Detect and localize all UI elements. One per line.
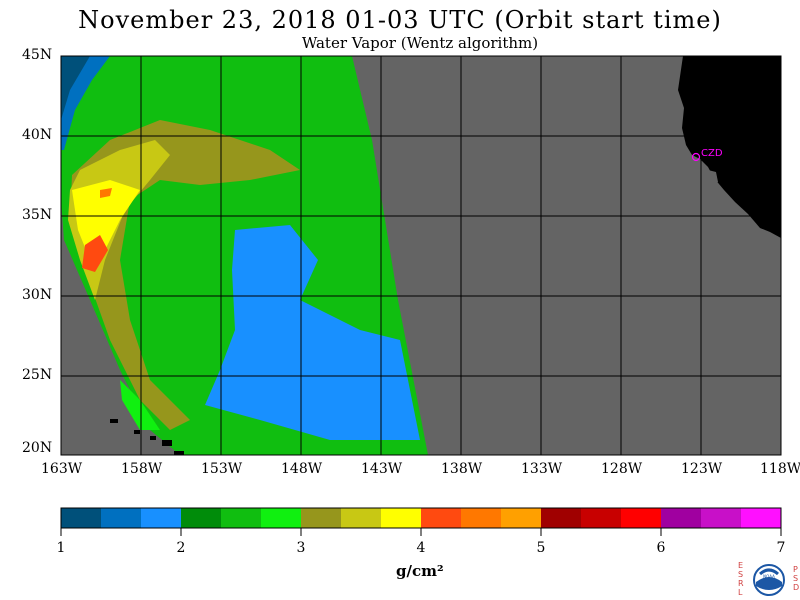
swath-south-green — [120, 380, 160, 430]
colorbar-cell — [461, 508, 502, 528]
longitude-label: 123W — [681, 461, 723, 477]
colorbar-cell — [381, 508, 422, 528]
colorbar-cell — [101, 508, 142, 528]
colorbar-tick-label: 3 — [296, 540, 306, 556]
longitude-label: 143W — [361, 461, 403, 477]
grid-lines — [61, 56, 781, 455]
logo-letter: S — [793, 574, 799, 583]
latitude-label: 20N — [22, 440, 53, 456]
latitude-label: 45N — [22, 47, 53, 63]
longitude-label: 153W — [201, 461, 243, 477]
latitude-label: 40N — [22, 127, 53, 143]
land-detail — [708, 170, 718, 184]
colorbar-cell — [501, 508, 542, 528]
colorbar-cell — [581, 508, 622, 528]
longitude-label: 128W — [601, 461, 643, 477]
map-frame — [60, 55, 782, 456]
latitude-label: 35N — [22, 207, 53, 223]
colorbar-tick-label: 2 — [176, 540, 186, 556]
swath-wettest-band — [72, 180, 140, 260]
latitude-label: 30N — [22, 287, 53, 303]
colorbar-tick-label: 6 — [656, 540, 666, 556]
colorbar-tick-label: 1 — [56, 540, 66, 556]
swath-low-area — [205, 225, 420, 440]
page-title: November 23, 2018 01-03 UTC (Orbit start… — [78, 6, 722, 34]
longitude-label: 133W — [521, 461, 563, 477]
colorbar-cell — [341, 508, 382, 528]
logo-letter: E — [738, 561, 744, 570]
logo-text: NOAA — [763, 574, 775, 579]
longitude-label: 118W — [760, 461, 800, 477]
colorbar-cell — [701, 508, 742, 528]
longitude-label: 158W — [121, 461, 163, 477]
colorbar-cell — [661, 508, 702, 528]
land-mass — [678, 56, 781, 238]
colorbar-cell — [621, 508, 662, 528]
logo-letter: R — [738, 579, 744, 588]
colorbar-cell — [261, 508, 302, 528]
islands — [110, 419, 184, 455]
longitude-label: 163W — [41, 461, 83, 477]
colorbar-cell — [541, 508, 582, 528]
colorbar-cell — [61, 508, 102, 528]
logo-letter: S — [738, 570, 744, 579]
colorbar-tick-label: 7 — [776, 540, 786, 556]
station-label: CZD — [701, 148, 723, 159]
colorbar-cell — [741, 508, 782, 528]
colorbar-unit: g/cm² — [396, 562, 444, 580]
longitude-label: 148W — [281, 461, 323, 477]
station-marker: CZD — [691, 148, 723, 162]
logo-letter: L — [738, 588, 743, 597]
colorbar-cell — [421, 508, 462, 528]
colorbar-cell — [181, 508, 222, 528]
swath-driest — [61, 56, 90, 120]
colorbar-cell — [301, 508, 342, 528]
logo-letter: D — [793, 583, 800, 592]
colorbar-cell — [141, 508, 182, 528]
longitude-label: 138W — [441, 461, 483, 477]
colorbar-tick-label: 5 — [536, 540, 546, 556]
logo-letter: P — [793, 565, 798, 574]
colorbar-tick-label: 4 — [416, 540, 426, 556]
swath-max-spot-2 — [100, 188, 112, 198]
swath-max-spot — [82, 235, 108, 272]
swath-data — [61, 56, 428, 455]
colorbar-cell — [221, 508, 262, 528]
latitude-label: 25N — [22, 367, 53, 383]
page-subtitle: Water Vapor (Wentz algorithm) — [301, 34, 539, 52]
